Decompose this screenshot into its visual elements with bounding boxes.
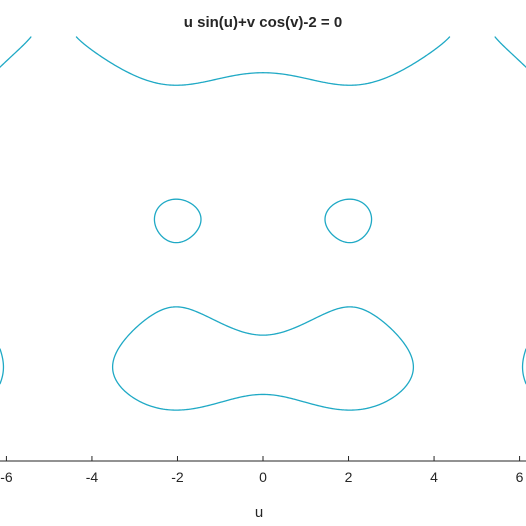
- x-tick-label: 4: [430, 469, 438, 485]
- x-axis-label: u: [255, 504, 263, 521]
- contour-line: [0, 36, 526, 411]
- contour-curves: [0, 36, 526, 411]
- x-tick-label: -4: [86, 469, 99, 485]
- x-tick-label: -2: [171, 469, 184, 485]
- x-tick-label: -6: [0, 469, 13, 485]
- x-tick-label: 0: [259, 469, 267, 485]
- chart-title: u sin(u)+v cos(v)-2 = 0: [184, 14, 342, 31]
- x-tick-label: 2: [345, 469, 353, 485]
- x-tick-label: 6: [516, 469, 524, 485]
- x-axis-ticks: -6 -4 -2 0 2 4 6: [0, 456, 524, 485]
- plot-area: [0, 36, 526, 411]
